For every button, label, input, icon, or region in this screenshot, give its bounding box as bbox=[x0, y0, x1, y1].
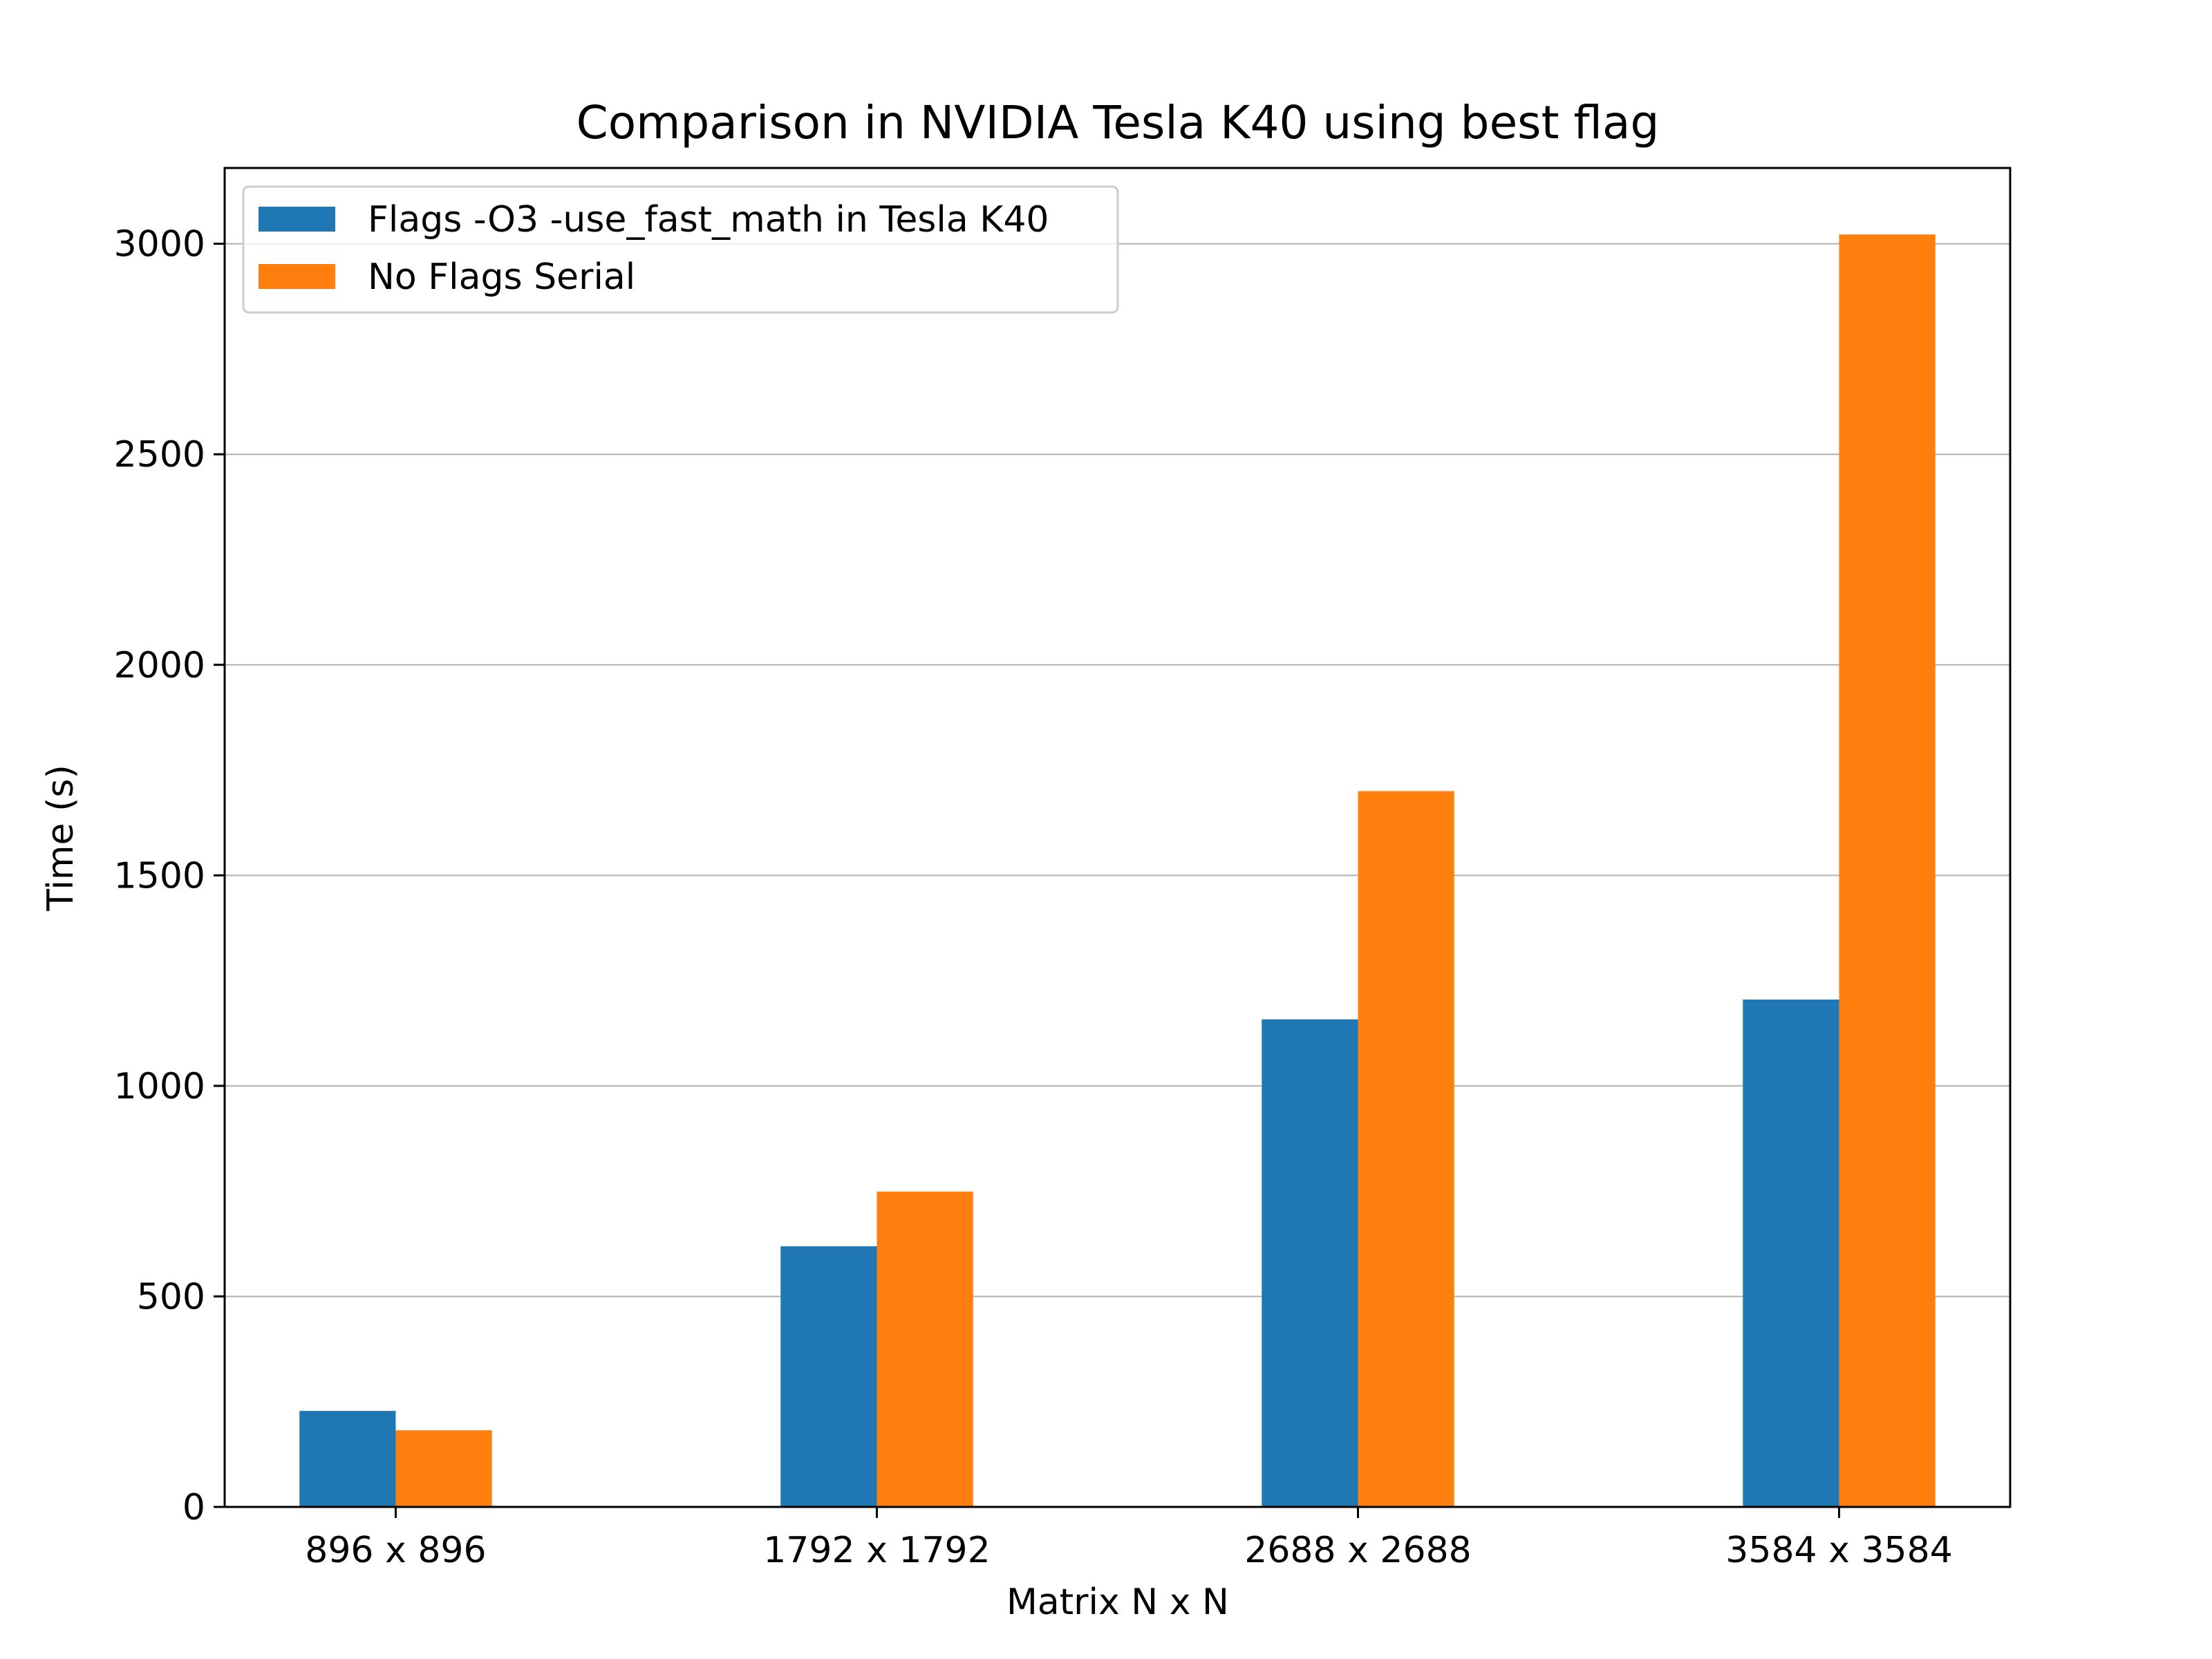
bar bbox=[877, 1191, 973, 1507]
x-axis: 896 x 896 1792 x 1792 2688 x 2688 3584 x 35… bbox=[305, 1507, 1953, 1571]
legend-swatch bbox=[259, 207, 335, 232]
legend-box bbox=[242, 185, 1119, 314]
bar bbox=[1743, 1000, 1839, 1507]
y-tick-label: 2500 bbox=[114, 434, 205, 476]
legend: Flags -O3 -use_fast_math in Tesla K40 No … bbox=[242, 185, 1119, 314]
y-axis: 0 500 1000 1500 2000 2500 3000 bbox=[114, 224, 225, 1528]
bars bbox=[299, 234, 1936, 1508]
y-tick-label: 2000 bbox=[114, 645, 205, 686]
x-tick-label: 3584 x 3584 bbox=[1725, 1530, 1953, 1571]
y-tick-label: 0 bbox=[182, 1487, 205, 1528]
y-axis-label: Time (s) bbox=[40, 765, 82, 911]
bar bbox=[1358, 791, 1454, 1507]
chart-title: Comparison in NVIDIA Tesla K40 using bes… bbox=[577, 96, 1660, 149]
bar bbox=[299, 1411, 396, 1507]
bar bbox=[780, 1246, 877, 1507]
y-tick-label: 3000 bbox=[114, 224, 205, 265]
x-tick-label: 1792 x 1792 bbox=[763, 1530, 991, 1571]
x-tick-label: 896 x 896 bbox=[305, 1530, 486, 1571]
y-tick-label: 1500 bbox=[114, 855, 205, 897]
legend-label: No Flags Serial bbox=[368, 256, 635, 298]
bar bbox=[395, 1430, 492, 1507]
y-tick-label: 1000 bbox=[114, 1066, 205, 1107]
plot-frame bbox=[223, 167, 2012, 1508]
bar bbox=[1839, 234, 1936, 1508]
x-tick-label: 2688 x 2688 bbox=[1244, 1530, 1472, 1571]
bar bbox=[1262, 1019, 1358, 1507]
legend-label: Flags -O3 -use_fast_math in Tesla K40 bbox=[368, 199, 1049, 241]
legend-swatch bbox=[259, 264, 335, 289]
grid bbox=[225, 243, 2010, 1297]
y-tick-label: 500 bbox=[137, 1276, 205, 1318]
x-axis-label: Matrix N x N bbox=[1006, 1582, 1229, 1623]
